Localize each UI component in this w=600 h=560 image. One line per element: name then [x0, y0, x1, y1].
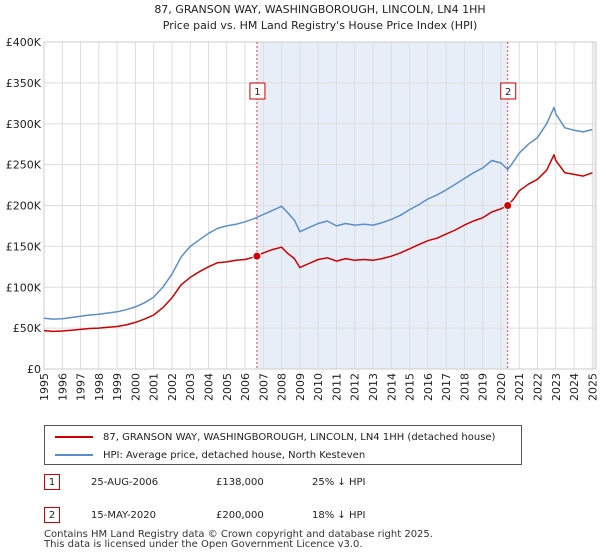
y-tick-label: £200K	[6, 200, 42, 213]
y-tick-label: £0	[27, 363, 41, 376]
x-tick-label: 1995	[38, 373, 51, 401]
y-tick-label: £50K	[13, 322, 42, 335]
x-tick-label: 1998	[93, 373, 106, 401]
y-tick-label: £400K	[6, 36, 42, 49]
transaction-hpi-diff: 25% ↓ HPI	[312, 476, 366, 488]
x-tick-label: 2016	[422, 373, 435, 401]
x-tick-label: 2024	[568, 373, 581, 401]
transaction-number-badge: 2	[44, 507, 60, 523]
legend-swatch-hpi	[55, 454, 93, 456]
legend-label-property: 87, GRANSON WAY, WASHINGBOROUGH, LINCOLN…	[103, 431, 496, 443]
hpi-line	[43, 106, 593, 320]
x-tick-label: 2023	[550, 373, 563, 401]
x-tick-label: 2008	[276, 373, 289, 401]
transaction-price: £200,000	[216, 509, 264, 521]
transaction-date: 25-AUG-2006	[91, 476, 159, 488]
x-tick-label: 2015	[404, 373, 417, 401]
sale-point	[252, 251, 262, 261]
x-tick-label: 2012	[349, 373, 362, 401]
x-tick-label: 2014	[385, 373, 398, 401]
transaction-hpi-diff: 18% ↓ HPI	[312, 509, 366, 521]
footer-line-licence: This data is licensed under the Open Gov…	[44, 539, 363, 550]
x-tick-label: 2010	[312, 373, 325, 401]
transaction-row: 2 15-MAY-2020 £200,000 18% ↓ HPI	[44, 506, 365, 524]
x-tick-label: 2004	[203, 373, 216, 401]
x-tick-label: 2007	[257, 373, 270, 401]
footer-attribution: Contains HM Land Registry data © Crown c…	[44, 530, 433, 550]
y-tick-label: £150K	[6, 240, 42, 253]
x-tick-label: 2006	[239, 373, 252, 401]
x-tick-label: 1999	[111, 373, 124, 401]
x-tick-label: 2005	[221, 373, 234, 401]
sale-point	[503, 201, 513, 210]
y-tick-label: £250K	[6, 159, 42, 172]
plot-frame	[43, 41, 597, 370]
transaction-price: £138,000	[216, 476, 264, 488]
x-tick-label: 2013	[367, 373, 380, 401]
x-tick-label: 1996	[56, 373, 69, 401]
sale-marker-badge	[500, 82, 517, 100]
x-tick-label: 2018	[458, 373, 471, 401]
y-tick-label: £350K	[6, 77, 42, 90]
transaction-number-badge: 1	[44, 474, 60, 490]
chart-title: 87, GRANSON WAY, WASHINGBOROUGH, LINCOLN…	[154, 3, 485, 16]
x-tick-label: 2025	[586, 373, 599, 401]
transaction-row: 1 25-AUG-2006 £138,000 25% ↓ HPI	[44, 473, 365, 491]
x-tick-label: 2017	[440, 373, 453, 401]
y-tick-label: £300K	[6, 118, 42, 131]
price-chart: 87, GRANSON WAY, WASHINGBOROUGH, LINCOLN…	[6, 3, 600, 401]
x-tick-label: 2022	[532, 373, 545, 401]
x-tick-label: 2019	[477, 373, 490, 401]
sale-marker-badge	[249, 82, 266, 100]
chart-legend: 87, GRANSON WAY, WASHINGBOROUGH, LINCOLN…	[44, 425, 522, 465]
transaction-date: 15-MAY-2020	[91, 509, 157, 521]
legend-item-hpi: HPI: Average price, detached house, Nort…	[55, 447, 365, 463]
x-tick-label: 2000	[129, 373, 142, 401]
chart-subtitle: Price paid vs. HM Land Registry's House …	[163, 19, 478, 32]
x-tick-label: 2003	[184, 373, 197, 401]
x-tick-label: 1997	[75, 373, 88, 401]
legend-label-hpi: HPI: Average price, detached house, Nort…	[103, 449, 366, 461]
x-tick-label: 2001	[148, 373, 161, 401]
legend-swatch-property	[55, 436, 93, 438]
x-tick-label: 2021	[513, 373, 526, 401]
legend-item-property: 87, GRANSON WAY, WASHINGBOROUGH, LINCOLN…	[55, 429, 495, 445]
x-tick-label: 2002	[166, 373, 179, 401]
y-tick-label: £100K	[6, 281, 42, 294]
x-tick-label: 2011	[330, 373, 343, 401]
footer-line-copyright: Contains HM Land Registry data © Crown c…	[44, 529, 433, 540]
sale-marker-number: 2	[505, 87, 511, 98]
x-tick-label: 2009	[294, 373, 307, 401]
sale-marker-number: 1	[254, 87, 260, 98]
x-tick-label: 2020	[495, 373, 508, 401]
